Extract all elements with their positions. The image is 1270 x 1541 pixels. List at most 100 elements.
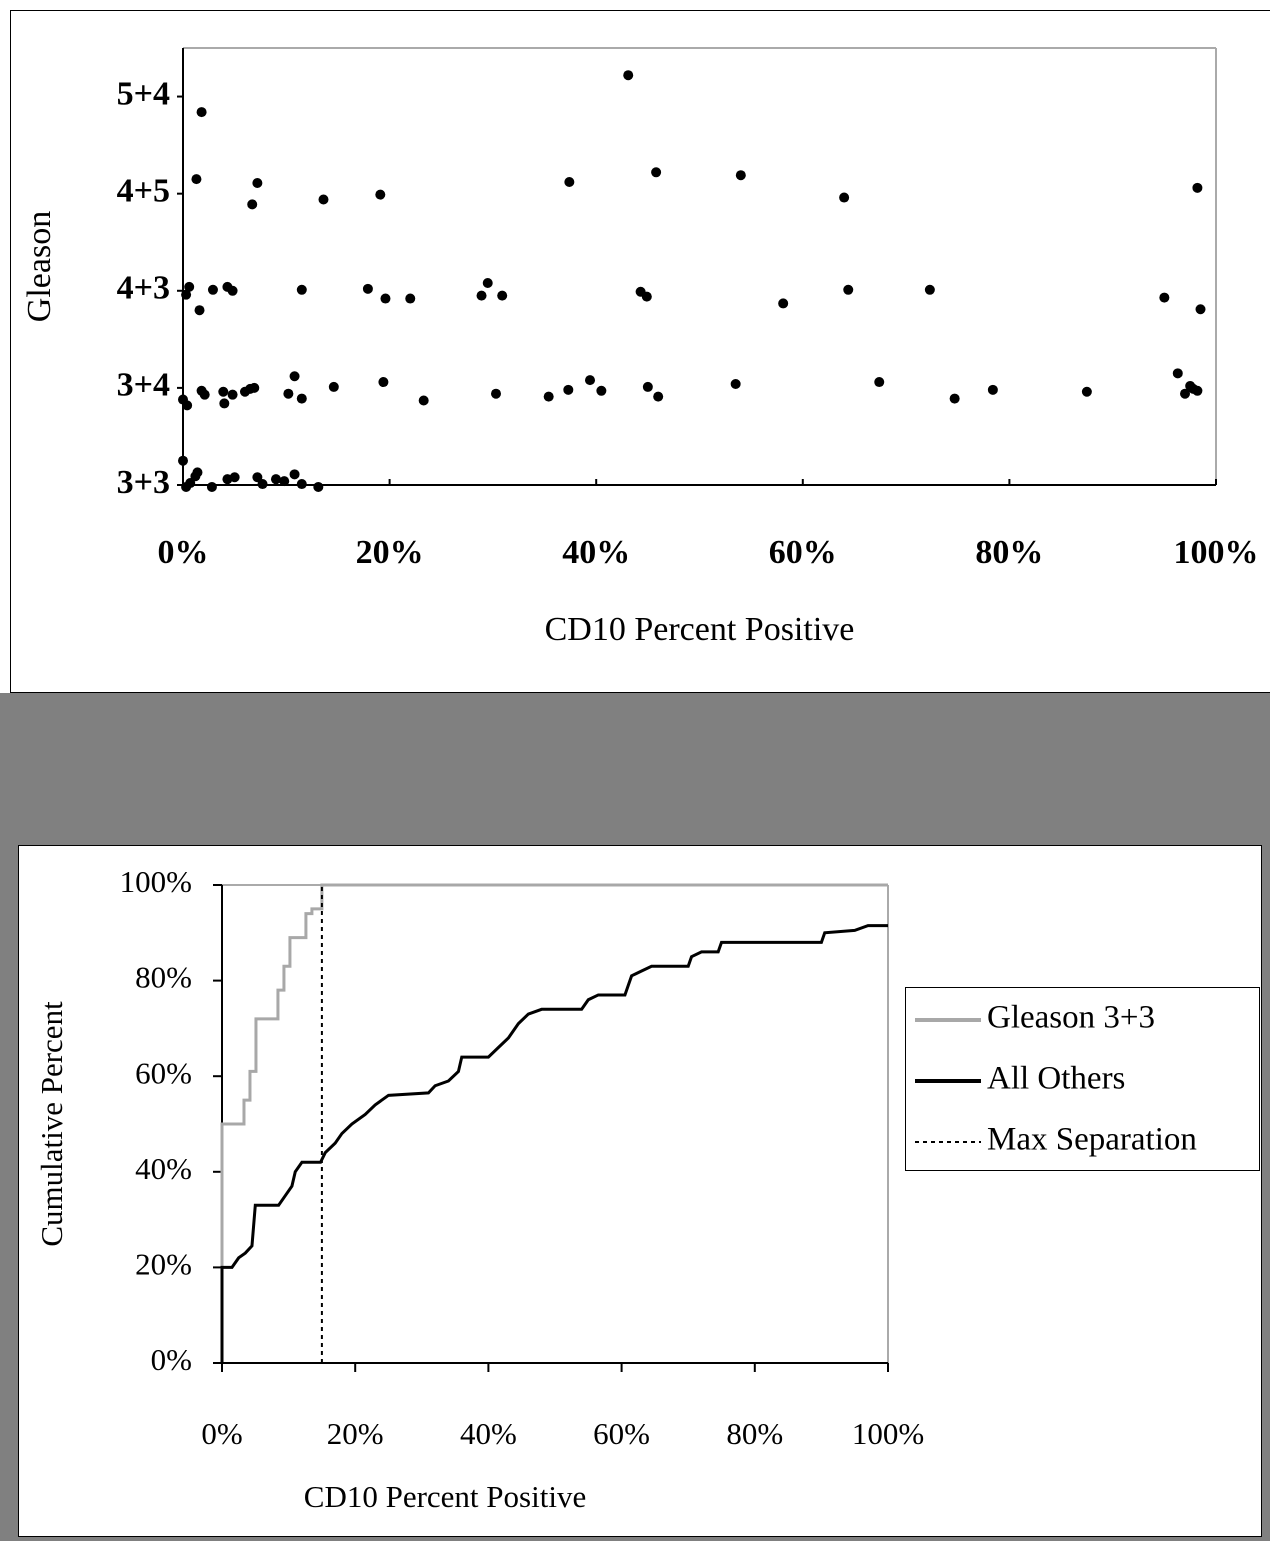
scatter-point — [283, 388, 294, 399]
y-tick-label: 3+4 — [117, 367, 170, 404]
scatter-point — [218, 386, 229, 397]
scatter-point — [642, 381, 653, 392]
x-tick-label: 0% — [201, 1416, 242, 1451]
scatter-point — [362, 283, 373, 294]
scatter-point — [418, 395, 429, 406]
scatter-point — [476, 290, 487, 301]
scatter-point — [296, 479, 307, 490]
x-tick-label: 0% — [158, 534, 209, 571]
scatter-point — [1192, 182, 1203, 193]
bottom-panel — [18, 845, 1262, 1537]
scatter-point — [949, 393, 960, 404]
scatter-point — [651, 167, 662, 178]
scatter-point — [227, 285, 238, 296]
scatter-point — [497, 290, 508, 301]
line-series — [220, 883, 888, 1363]
y-axis-title: Gleason — [21, 211, 58, 322]
legend-label: Max Separation — [987, 1122, 1197, 1158]
scatter-point — [247, 199, 258, 210]
scatter-point — [328, 381, 339, 392]
scatter-point — [987, 384, 998, 395]
y-tick-label: 3+3 — [117, 464, 170, 501]
scatter-point — [191, 174, 202, 185]
scatter-point — [192, 467, 203, 478]
scatter-point — [270, 474, 281, 485]
scatter-point — [641, 291, 652, 302]
x-tick-label: 40% — [562, 534, 630, 571]
scatter-point — [378, 377, 389, 388]
scatter-point — [296, 284, 307, 295]
scatter-point — [380, 293, 391, 304]
x-tick-label: 60% — [769, 534, 837, 571]
scatter-point — [318, 194, 329, 205]
y-tick-label: 4+3 — [117, 270, 170, 307]
scatter-point — [313, 481, 324, 492]
scatter-point — [563, 384, 574, 395]
scatter-point — [1159, 292, 1170, 303]
scatter-point — [196, 107, 207, 118]
x-tick-label: 20% — [356, 534, 424, 571]
scatter-point — [843, 284, 854, 295]
scatter-point — [185, 478, 196, 489]
x-axis-title: CD10 Percent Positive — [304, 1479, 586, 1514]
scatter-point — [289, 469, 300, 480]
scatter-point — [564, 177, 575, 188]
scatter-point — [227, 389, 238, 400]
scatter-point — [1192, 385, 1203, 396]
scatter-point — [874, 377, 885, 388]
scatter-point — [924, 284, 935, 295]
scatter-point — [543, 391, 554, 402]
x-tick-label: 40% — [460, 1416, 517, 1451]
y-tick-label: 0% — [151, 1342, 192, 1377]
scatter-point — [730, 379, 741, 390]
y-tick-label: 40% — [135, 1151, 192, 1186]
scatter-point — [289, 371, 300, 382]
scatter-point — [375, 189, 386, 200]
scatter-point — [184, 281, 195, 292]
scatter-point — [279, 476, 290, 487]
scatter-point — [199, 389, 210, 400]
y-tick-label: 4+5 — [117, 172, 170, 209]
scatter-point — [296, 393, 307, 404]
scatter-point — [839, 192, 850, 203]
x-tick-label: 60% — [593, 1416, 650, 1451]
y-tick-label: 60% — [135, 1055, 192, 1090]
scatter-point — [623, 70, 634, 81]
scatter-point — [1172, 368, 1183, 379]
scatter-point — [482, 278, 493, 289]
scatter-point — [735, 170, 746, 181]
scatter-point — [178, 455, 188, 466]
scatter-point — [252, 472, 263, 483]
scatter-point — [778, 298, 789, 309]
scatter-point — [249, 382, 260, 393]
scatter-point — [206, 481, 217, 492]
scatter-point — [229, 472, 240, 483]
x-tick-label: 100% — [1174, 534, 1259, 571]
x-tick-label: 80% — [726, 1416, 783, 1451]
x-tick-label: 80% — [975, 534, 1043, 571]
scatter-point — [653, 391, 664, 402]
scatter-point — [585, 375, 596, 386]
scatter-point — [1180, 388, 1191, 399]
scatter-point — [252, 177, 263, 188]
scatter-point — [257, 479, 268, 490]
scatter-point — [1195, 304, 1206, 315]
y-tick-label: 5+4 — [117, 75, 170, 112]
legend-label: Gleason 3+3 — [987, 1000, 1155, 1036]
scatter-point — [405, 293, 416, 304]
scatter-point — [207, 284, 218, 295]
line-series — [220, 924, 888, 1363]
scatter-point — [182, 400, 193, 411]
x-tick-label: 20% — [327, 1416, 384, 1451]
y-tick-label: 100% — [120, 864, 192, 899]
scatter-point — [490, 388, 501, 399]
y-tick-label: 20% — [135, 1247, 192, 1282]
scatter-point — [194, 305, 205, 316]
scatter-point — [1081, 386, 1092, 397]
x-axis-title: CD10 Percent Positive — [545, 611, 855, 648]
scatter-point — [219, 398, 230, 409]
scatter-point — [181, 289, 192, 300]
x-tick-label: 100% — [852, 1416, 924, 1451]
